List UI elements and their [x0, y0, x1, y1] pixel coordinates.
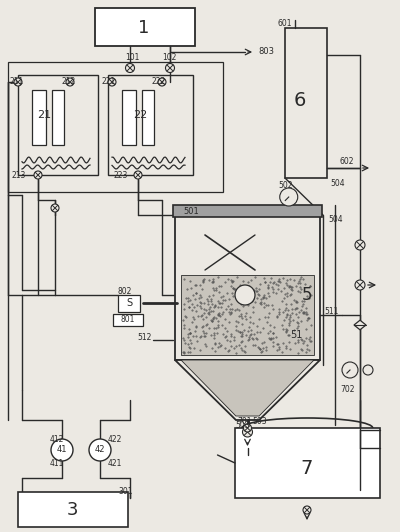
Circle shape — [363, 365, 373, 375]
Text: S: S — [126, 298, 132, 308]
Text: 1: 1 — [138, 19, 150, 37]
Text: 504: 504 — [330, 179, 345, 187]
Circle shape — [303, 506, 311, 514]
Circle shape — [235, 285, 255, 305]
Bar — [118, 295, 140, 312]
Text: 502: 502 — [279, 181, 293, 190]
Circle shape — [126, 63, 134, 72]
Text: 6: 6 — [294, 90, 306, 110]
Text: 421: 421 — [108, 459, 122, 468]
Text: 101: 101 — [125, 54, 139, 62]
Polygon shape — [181, 360, 314, 416]
Bar — [32, 90, 46, 145]
Bar — [95, 8, 195, 46]
Bar — [173, 205, 322, 217]
Text: 702: 702 — [340, 386, 354, 395]
Text: 301: 301 — [118, 486, 132, 495]
Text: 503: 503 — [236, 420, 250, 429]
Circle shape — [342, 362, 358, 378]
Text: 512: 512 — [137, 334, 151, 343]
Text: 213: 213 — [12, 170, 26, 179]
Bar — [122, 90, 136, 145]
Text: 3: 3 — [66, 501, 78, 519]
Text: 42: 42 — [95, 445, 105, 454]
Bar — [235, 428, 380, 498]
Text: 802: 802 — [118, 287, 132, 295]
Text: 422: 422 — [108, 436, 122, 445]
Text: 803: 803 — [258, 46, 274, 55]
Polygon shape — [175, 360, 320, 420]
Bar — [175, 215, 320, 360]
Bar — [52, 90, 64, 145]
Bar — [285, 28, 327, 178]
Circle shape — [108, 78, 116, 86]
Text: 501: 501 — [183, 206, 199, 215]
Text: 212: 212 — [62, 78, 76, 87]
Circle shape — [51, 204, 59, 212]
Circle shape — [14, 78, 22, 86]
Bar — [113, 314, 143, 326]
Circle shape — [355, 280, 365, 290]
Bar — [181, 275, 314, 355]
Text: 701: 701 — [237, 418, 252, 427]
Text: 511: 511 — [324, 306, 338, 315]
Text: 412: 412 — [50, 436, 64, 445]
Text: 601: 601 — [278, 20, 292, 29]
Circle shape — [158, 78, 166, 86]
Circle shape — [244, 424, 252, 432]
Circle shape — [355, 240, 365, 250]
Circle shape — [66, 78, 74, 86]
Circle shape — [242, 427, 252, 437]
Text: 411: 411 — [50, 459, 64, 468]
Circle shape — [134, 171, 142, 179]
Text: 503: 503 — [252, 418, 267, 427]
Bar — [18, 492, 128, 527]
Text: 222: 222 — [152, 78, 166, 87]
Text: 41: 41 — [57, 445, 67, 454]
Bar — [8, 62, 223, 192]
Text: 221: 221 — [102, 78, 116, 87]
Text: 223: 223 — [114, 170, 128, 179]
Text: 22: 22 — [133, 110, 147, 120]
Bar — [142, 90, 154, 145]
Circle shape — [34, 171, 42, 179]
Text: 504: 504 — [328, 215, 343, 225]
Polygon shape — [354, 320, 366, 330]
Text: 5: 5 — [302, 286, 312, 304]
Bar — [18, 75, 98, 175]
Text: 21: 21 — [37, 110, 51, 120]
Text: 801: 801 — [121, 315, 135, 325]
Circle shape — [280, 188, 298, 206]
Text: 102: 102 — [162, 54, 176, 62]
Text: 7: 7 — [301, 459, 313, 478]
Circle shape — [89, 439, 111, 461]
Bar — [108, 75, 193, 175]
Circle shape — [51, 439, 73, 461]
Text: 51: 51 — [290, 330, 302, 340]
Text: 211: 211 — [10, 78, 24, 87]
Text: 602: 602 — [340, 157, 354, 167]
Circle shape — [166, 63, 174, 72]
